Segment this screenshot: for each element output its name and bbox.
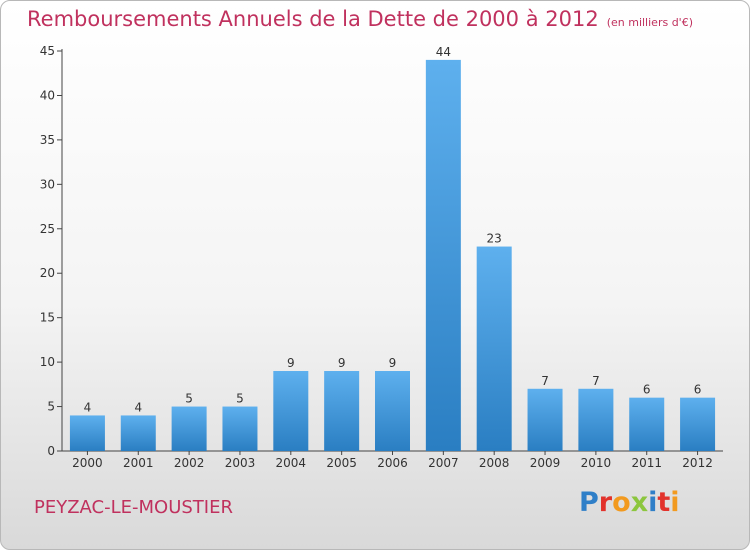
y-tick-label: 10: [40, 355, 55, 369]
y-tick-label: 20: [40, 266, 55, 280]
chart-title-text: Remboursements Annuels de la Dette de 20…: [27, 7, 599, 31]
bar: [680, 397, 716, 451]
bar: [273, 371, 309, 451]
x-tick-label: 2009: [530, 456, 561, 470]
y-tick-label: 25: [40, 222, 55, 236]
chart-title: Remboursements Annuels de la Dette de 20…: [27, 7, 693, 31]
x-tick-label: 2001: [123, 456, 154, 470]
data-label: 5: [236, 392, 244, 406]
logo-letter: o: [612, 487, 631, 518]
bar: [222, 406, 258, 451]
labels: 2000 4 2001 4 2002 5 2003 5 2004 9 2005 9 2006 9 2007 4…: [72, 45, 713, 470]
data-label: 4: [134, 400, 142, 414]
x-tick-label: 2011: [631, 456, 662, 470]
logo-letter: i: [670, 487, 680, 518]
y-tick-label: 40: [40, 88, 55, 102]
x-tick-label: 2010: [581, 456, 612, 470]
data-label: 9: [338, 356, 346, 370]
y-tick-label: 45: [40, 44, 55, 58]
bar: [375, 371, 410, 451]
y-tick-label: 15: [40, 311, 55, 325]
data-label: 7: [541, 374, 549, 388]
data-label: 5: [185, 392, 193, 406]
bar: [120, 415, 156, 451]
bar: [69, 415, 105, 451]
data-label: 4: [84, 400, 92, 414]
x-tick-label: 2004: [276, 456, 307, 470]
logo-letter: x: [630, 487, 649, 518]
data-label: 23: [487, 232, 502, 246]
bar: [425, 59, 461, 452]
bar: [476, 246, 512, 451]
data-label: 9: [389, 356, 397, 370]
x-tick-label: 2002: [174, 456, 205, 470]
x-tick-label: 2000: [72, 456, 103, 470]
y-tick-label: 35: [40, 133, 55, 147]
commune-name: PEYZAC-LE-MOUSTIER: [34, 497, 233, 518]
bars: [69, 59, 716, 452]
logo-letter: P: [579, 487, 599, 518]
x-tick-label: 2005: [326, 456, 357, 470]
chart-subtitle: (en milliers d'€): [606, 16, 693, 29]
x-tick-label: 2006: [377, 456, 408, 470]
logo-letter: r: [598, 487, 613, 518]
x-tick-label: 2003: [225, 456, 256, 470]
bar: [629, 397, 665, 451]
proxiti-logo: Proxiti: [579, 487, 680, 518]
data-label: 7: [592, 374, 600, 388]
x-tick-label: 2012: [682, 456, 713, 470]
bar: [578, 388, 614, 451]
logo-letter: t: [657, 487, 671, 518]
y-tick-label: 0: [47, 444, 55, 458]
data-label: 6: [643, 383, 651, 397]
data-label: 6: [694, 383, 702, 397]
bar: [527, 388, 563, 451]
y-tick-label: 30: [40, 177, 55, 191]
data-label: 9: [287, 356, 295, 370]
x-tick-label: 2008: [479, 456, 510, 470]
y-tick-label: 5: [47, 400, 55, 414]
x-tick-label: 2007: [428, 456, 459, 470]
data-label: 44: [436, 45, 451, 59]
bar: [324, 371, 360, 451]
bar: [171, 406, 207, 451]
logo-letter: i: [648, 487, 658, 518]
